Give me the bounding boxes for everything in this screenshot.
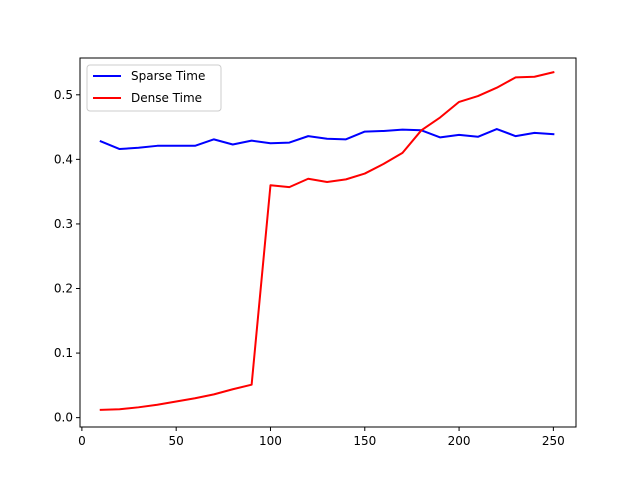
y-tick-label: 0.1 <box>54 346 73 360</box>
series-line-sparse-time <box>99 128 555 151</box>
x-tick-label: 50 <box>169 434 184 448</box>
x-tick-label: 0 <box>78 434 86 448</box>
legend-label: Sparse Time <box>131 69 205 83</box>
y-tick-label: 0.4 <box>54 152 73 166</box>
x-axis: 0 50 100 150 200 250 <box>78 427 565 448</box>
x-tick-label: 150 <box>353 434 376 448</box>
x-tick-label: 250 <box>542 434 565 448</box>
plot-area-frame <box>79 57 577 428</box>
x-tick-label: 200 <box>448 434 471 448</box>
legend: Sparse Time Dense Time <box>86 64 222 112</box>
y-tick-label: 0.0 <box>54 411 73 425</box>
series-line-dense-time <box>99 70 555 411</box>
x-tick-label: 100 <box>259 434 282 448</box>
y-tick-label: 0.3 <box>54 217 73 231</box>
plot-lines <box>99 70 555 411</box>
y-tick-label: 0.2 <box>54 282 73 296</box>
legend-label: Dense Time <box>131 91 202 105</box>
y-tick-label: 0.5 <box>54 88 73 102</box>
y-axis: 0.0 0.1 0.2 0.3 0.4 0.5 <box>54 88 80 425</box>
